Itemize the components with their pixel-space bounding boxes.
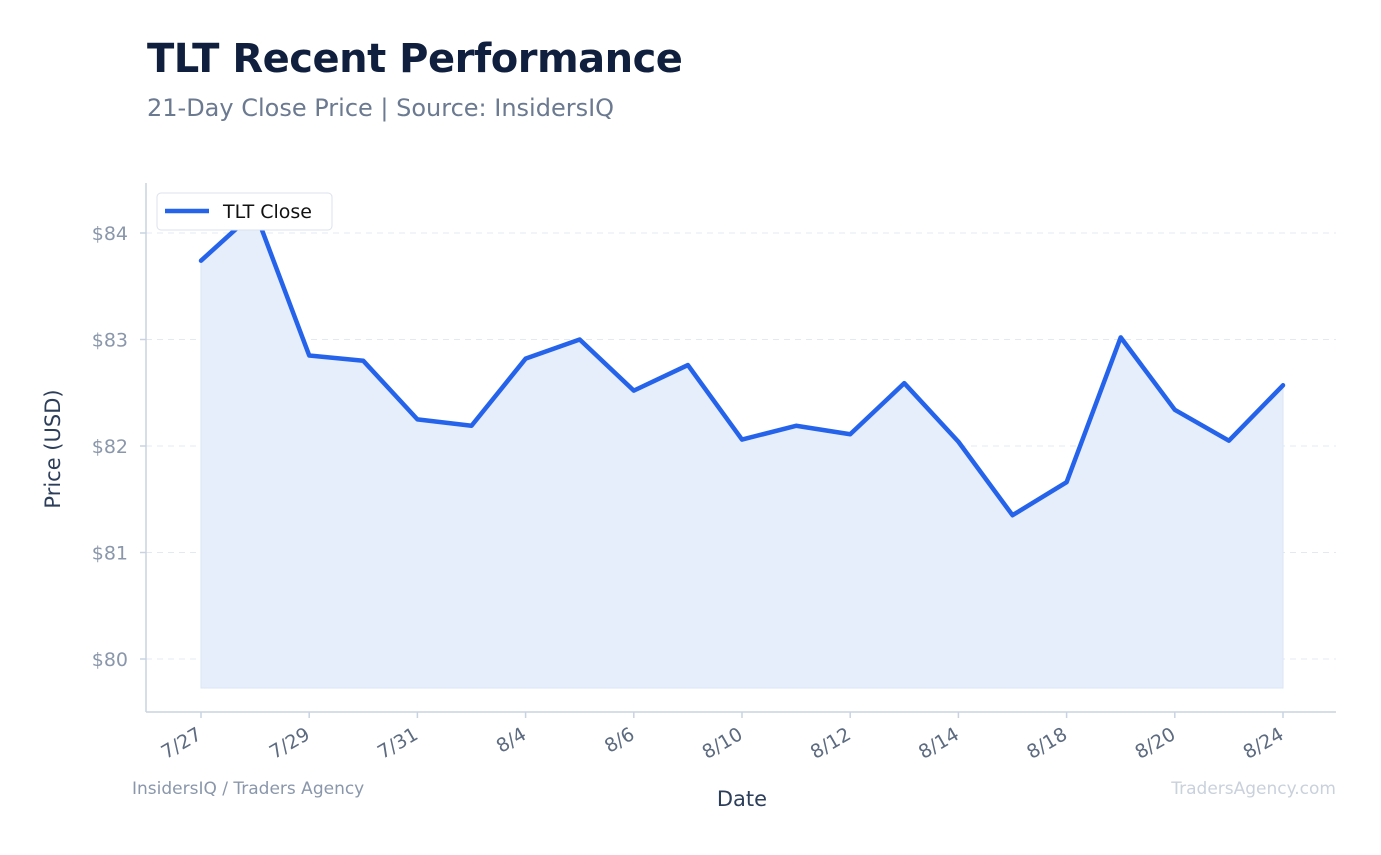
footer-attribution: InsidersIQ / Traders Agency [132, 779, 365, 799]
x-tick-label: 8/12 [807, 723, 855, 763]
x-tick-label: 8/14 [915, 723, 963, 763]
series-line-tlt-close [198, 209, 1286, 518]
x-axis-label: Date [717, 787, 767, 811]
y-tick-label: $80 [92, 649, 128, 671]
legend-label: TLT Close [222, 201, 312, 223]
footer-watermark: TradersAgency.com [1171, 779, 1336, 799]
x-tick-label: 8/24 [1240, 723, 1288, 763]
y-tick-label: $83 [92, 330, 128, 352]
x-tick-label: 8/6 [601, 723, 638, 757]
legend-box [156, 192, 333, 231]
y-axis-label: Price (USD) [41, 389, 65, 508]
chart-title: TLT Recent Performance [147, 36, 683, 82]
y-tick-label: $82 [92, 436, 128, 458]
x-tick-label: 7/27 [158, 723, 206, 763]
x-tick-label: 7/29 [266, 723, 314, 763]
x-tick-label: 8/18 [1023, 723, 1071, 763]
y-tick-label: $81 [92, 543, 128, 565]
x-tick-label: 8/10 [699, 723, 747, 763]
x-tick-label: 8/4 [493, 723, 530, 757]
x-tick-label: 7/31 [374, 723, 422, 763]
area-fill [200, 210, 1284, 689]
chart-subtitle: 21-Day Close Price | Source: InsidersIQ [147, 94, 615, 122]
y-tick-label: $84 [92, 223, 128, 245]
x-tick-label: 8/20 [1131, 723, 1179, 763]
